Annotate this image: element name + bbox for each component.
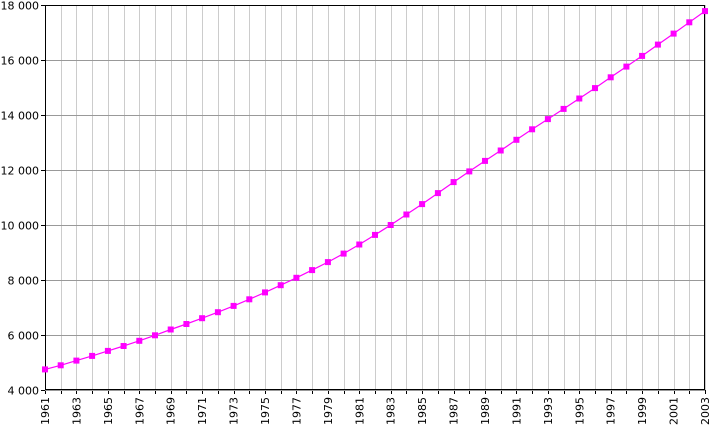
x-tick-label: 1981	[353, 397, 366, 425]
data-point-marker	[293, 274, 300, 281]
y-tick-label: 4 000	[8, 385, 40, 398]
data-point-marker	[57, 362, 64, 369]
y-tick-label: 12 000	[1, 165, 40, 178]
x-tick-label: 1993	[542, 397, 555, 425]
data-point-marker	[372, 231, 378, 238]
data-point-marker	[403, 211, 410, 218]
y-tick-label: 16 000	[1, 55, 40, 68]
x-tick-label: 1977	[290, 397, 303, 425]
x-axis-tick-labels: 1961 1963 1965 1967 1969 1971 1973 1975 1977 1979…	[39, 397, 712, 425]
x-tick-label: 1963	[70, 397, 83, 425]
data-point-marker	[434, 190, 441, 197]
x-tick-label: 1999	[636, 397, 649, 425]
data-point-marker	[513, 136, 520, 143]
data-point-marker	[324, 259, 331, 266]
data-point-marker	[482, 157, 488, 164]
data-point-marker	[576, 95, 583, 102]
data-point-marker	[199, 315, 206, 322]
vertical-gridlines	[45, 5, 706, 394]
data-point-marker	[356, 241, 363, 248]
data-point-marker	[387, 222, 394, 228]
data-point-marker	[466, 168, 473, 175]
x-tick-label: 1973	[228, 397, 241, 425]
data-point-marker	[544, 116, 551, 123]
x-tick-label: 1997	[605, 397, 618, 425]
x-tick-label: 2003	[699, 397, 712, 425]
horizontal-gridlines	[41, 5, 705, 391]
data-point-marker	[702, 8, 708, 15]
data-point-marker	[592, 85, 598, 92]
x-tick-label: 1995	[573, 397, 586, 425]
data-point-marker	[309, 267, 316, 274]
x-tick-label: 1975	[259, 397, 272, 425]
y-tick-label: 14 000	[1, 110, 40, 123]
series-layer	[42, 8, 708, 373]
data-point-marker	[497, 147, 504, 154]
data-point-marker	[529, 126, 536, 133]
data-point-marker	[686, 19, 693, 26]
x-tick-label: 1989	[479, 397, 492, 425]
x-tick-label: 1965	[102, 397, 115, 425]
data-point-marker	[340, 250, 347, 257]
data-point-marker	[419, 201, 426, 208]
y-tick-label: 10 000	[1, 220, 40, 233]
data-point-marker	[183, 321, 190, 327]
x-tick-label: 1969	[165, 397, 178, 425]
data-point-marker	[136, 337, 143, 344]
data-point-marker	[262, 289, 268, 296]
data-point-marker	[89, 352, 96, 359]
data-point-marker	[450, 179, 457, 186]
data-point-marker	[230, 302, 237, 309]
data-point-marker	[560, 105, 567, 112]
x-tick-label: 1967	[133, 397, 146, 425]
y-tick-label: 8 000	[8, 275, 40, 288]
data-point-marker	[607, 74, 614, 81]
data-point-marker	[120, 343, 127, 349]
data-point-marker	[214, 309, 221, 316]
data-point-marker	[654, 41, 661, 48]
y-tick-label: 6 000	[8, 330, 40, 343]
y-axis-tick-labels: 4 000 6 000 8 000 10 000 12 000 14 000 16 000 1…	[1, 0, 40, 398]
data-point-marker	[42, 366, 48, 373]
x-tick-label: 1971	[196, 397, 209, 425]
data-point-marker	[152, 332, 158, 339]
x-tick-label: 1983	[385, 397, 398, 425]
data-point-marker	[623, 63, 630, 70]
y-tick-label: 18 000	[1, 0, 40, 13]
x-tick-label: 1991	[510, 397, 523, 425]
x-tick-label: 1987	[448, 397, 461, 425]
data-point-marker	[167, 326, 174, 333]
x-tick-label: 2001	[668, 397, 681, 425]
data-point-marker	[73, 357, 80, 364]
x-tick-label: 1985	[416, 397, 429, 425]
data-point-marker	[277, 282, 284, 289]
plot-frame	[45, 5, 705, 390]
data-point-marker	[104, 347, 111, 354]
data-point-marker	[246, 296, 253, 303]
data-point-marker	[670, 30, 677, 37]
data-point-marker	[639, 52, 646, 59]
x-tick-label: 1979	[322, 397, 335, 425]
x-tick-label: 1961	[39, 397, 52, 425]
